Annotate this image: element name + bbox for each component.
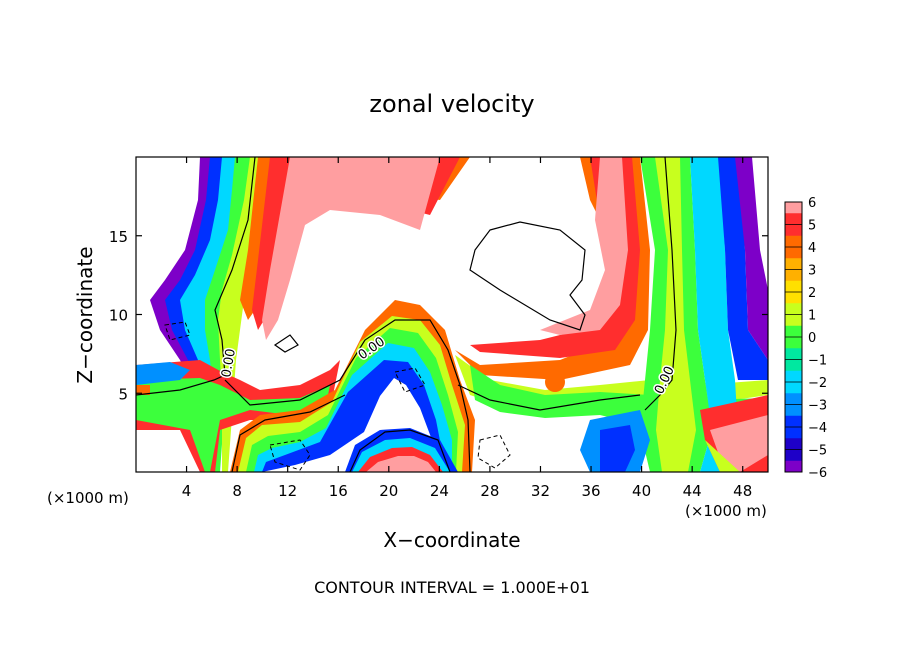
- x-tick-label: 16: [329, 482, 348, 500]
- colorbar-label: 2: [808, 286, 816, 301]
- colorbar-swatch: [785, 382, 802, 394]
- x-unit-left: (×1000 m): [47, 489, 129, 507]
- colorbar-swatch: [785, 258, 802, 270]
- x-tick-label: 12: [278, 482, 297, 500]
- colorbar-swatch: [785, 325, 802, 338]
- y-axis-ticks: 5 10 15: [109, 228, 768, 403]
- colorbar-swatch: [785, 415, 802, 428]
- colorbar-swatch: [785, 235, 802, 248]
- colorbar-label: 3: [808, 264, 816, 279]
- velocity-field: [136, 157, 768, 472]
- colorbar-label: −6: [808, 466, 827, 481]
- colorbar-label: −3: [808, 399, 827, 414]
- colorbar-swatch: [785, 292, 802, 304]
- colorbar-swatch: [785, 359, 802, 372]
- x-tick-label: 36: [581, 482, 600, 500]
- colorbar-swatch: [785, 438, 802, 450]
- x-tick-label: 40: [632, 482, 651, 500]
- x-axis-ticks: 4 8 12 16 20 24 28 32 36 40 44 48: [182, 157, 752, 500]
- colorbar-label: 0: [808, 331, 816, 346]
- contour-label: 0.00: [219, 348, 239, 379]
- x-tick-label: 44: [683, 482, 702, 500]
- colorbar-label: 1: [808, 309, 816, 324]
- x-tick-label: 24: [430, 482, 449, 500]
- colorbar-swatch: [785, 303, 802, 315]
- colorbar-swatch: [785, 224, 802, 237]
- x-tick-label: 32: [531, 482, 550, 500]
- colorbar-swatch: [785, 280, 802, 293]
- contour-interval-note: CONTOUR INTERVAL = 1.000E+01: [314, 578, 590, 597]
- colorbar-label: −2: [808, 376, 827, 391]
- colorbar-swatch: [785, 314, 802, 327]
- y-tick-label: 10: [109, 307, 128, 325]
- y-axis-label: Z−coordinate: [73, 246, 97, 383]
- colorbar-swatch: [785, 393, 802, 405]
- colorbar-label: −5: [808, 444, 827, 459]
- colorbar-swatch: [785, 213, 802, 225]
- colorbar-label: 6: [808, 196, 816, 211]
- x-tick-label: 8: [232, 482, 242, 500]
- colorbar-swatch: [785, 269, 802, 282]
- colorbar-swatch: [785, 202, 802, 214]
- x-tick-label: 4: [182, 482, 192, 500]
- colorbar-swatch: [785, 348, 802, 360]
- x-tick-label: 28: [480, 482, 499, 500]
- colorbar: 6 5 4 3 2 1 0 −1 −2 −3 −4 −5 −6: [784, 196, 827, 481]
- colorbar-swatch: [785, 370, 802, 383]
- x-tick-label: 20: [379, 482, 398, 500]
- colorbar-label: 4: [808, 241, 816, 256]
- colorbar-swatch: [785, 427, 802, 439]
- colorbar-label: 5: [808, 219, 816, 234]
- colorbar-swatch: [785, 337, 802, 349]
- y-tick-label: 15: [109, 228, 128, 246]
- colorbar-swatch: [785, 404, 802, 417]
- y-tick-label: 5: [118, 385, 128, 403]
- colorbar-label: −4: [808, 421, 827, 436]
- x-axis-label: X−coordinate: [383, 528, 520, 552]
- x-unit-right: (×1000 m): [685, 502, 767, 520]
- x-tick-label: 48: [733, 482, 752, 500]
- colorbar-swatch: [785, 460, 802, 473]
- chart-title: zonal velocity: [369, 90, 534, 118]
- colorbar-swatch: [785, 449, 802, 462]
- colorbar-label: −1: [808, 354, 827, 369]
- colorbar-swatch: [785, 247, 802, 259]
